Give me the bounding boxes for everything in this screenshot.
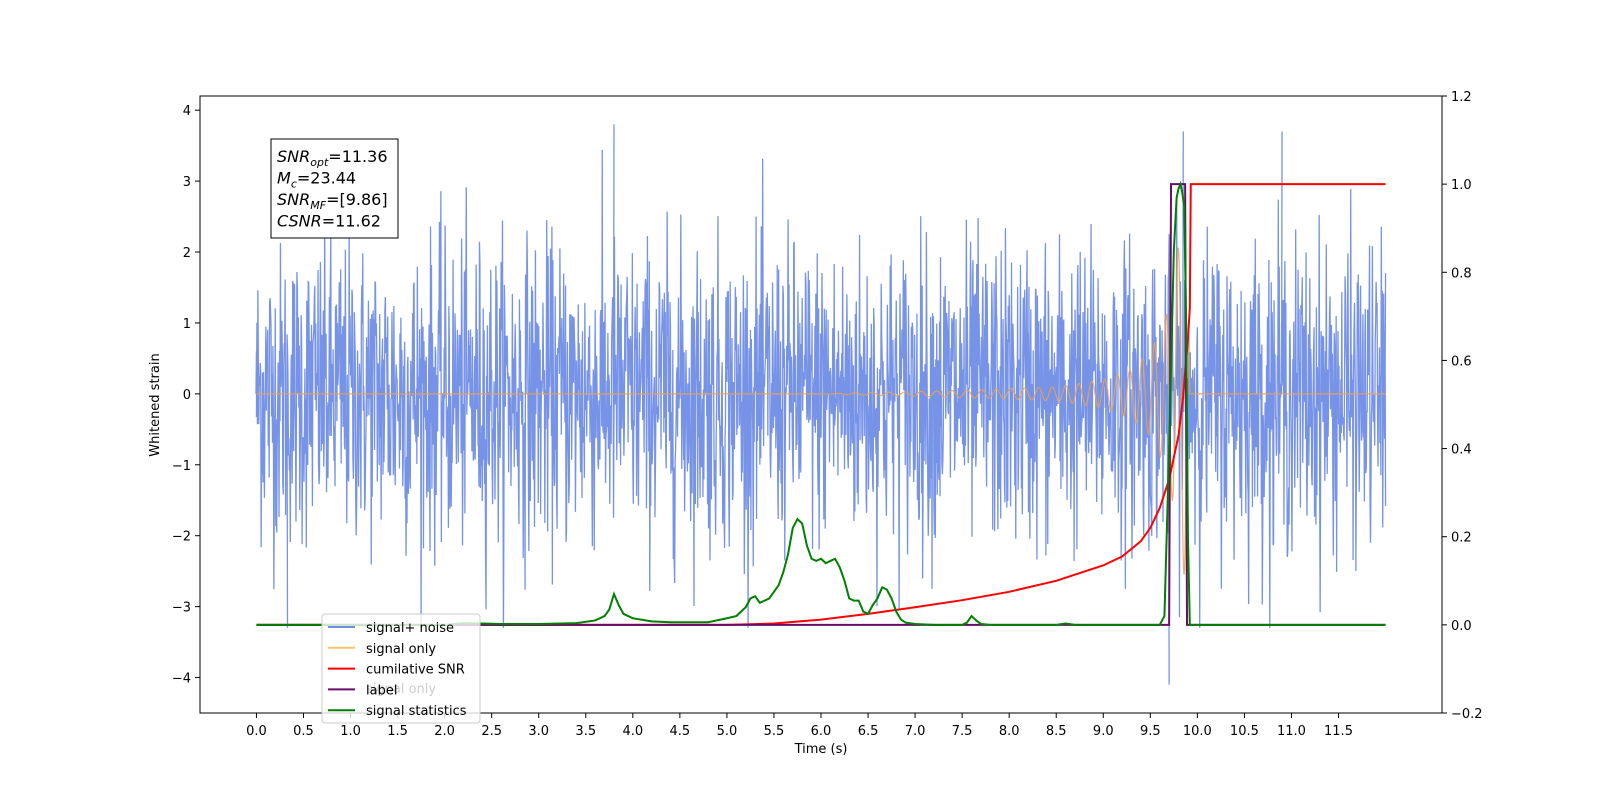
y-left-tick-label: 0 [183,388,191,403]
legend-entry-label: label [366,683,397,698]
x-tick-label: 7.0 [905,724,926,739]
legend-entry-label: signal only [366,642,436,657]
legend-frame [321,613,481,724]
x-tick-label: 0.0 [246,724,267,739]
x-axis-label: Time (s) [794,742,848,757]
x-tick-label: 7.5 [952,724,973,739]
y-left-tick-label: −1 [172,459,191,474]
y-left-tick-label: 1 [183,317,191,332]
x-tick-label: 2.0 [434,724,455,739]
y-left-tick-label: 3 [183,175,191,190]
x-axis: 0.0 0.5 1.0 1.5 2.0 2.5 3.0 3.5 4.0 4.5 5.0 5.5 6.0 6… [246,713,1353,739]
x-tick-label: 6.5 [858,724,879,739]
annotation-value: =11.36 [328,147,387,166]
y-left-tick-label: 2 [183,246,191,261]
y-right-tick-label: −0.2 [1451,707,1483,722]
y-right-tick-label: 0.6 [1451,354,1472,369]
x-tick-label: 10.5 [1230,724,1259,739]
annotation-value: =11.62 [322,212,381,231]
plot-area [255,124,1387,685]
annotation-subscript: c [291,178,297,191]
x-tick-label: 5.0 [717,724,738,739]
x-tick-label: 1.5 [387,724,408,739]
x-tick-label: 2.5 [481,724,502,739]
annotation-subscript: MF [310,199,326,212]
series-signal-plus-noise [255,124,1387,685]
annotation-subscript: opt [310,156,329,169]
x-tick-label: 1.0 [340,724,361,739]
y-axis-right: 1.2 1.0 0.8 0.6 0.4 0.2 0.0 −0.2 [1442,90,1483,722]
annotation-line: Mc=23.44 [277,169,356,191]
y-right-tick-label: 1.0 [1451,178,1472,193]
y-left-tick-label: 4 [183,104,191,119]
legend: signal only signal+ noise signal only cumil… [321,613,481,724]
annotation-symbol: CSNR [277,212,322,231]
y-right-tick-label: 0.4 [1451,443,1472,458]
y-right-tick-label: 0.8 [1451,266,1472,281]
legend-entry-label: signal statistics [366,704,467,719]
annotation-frame [270,138,399,239]
y-right-tick-label: 0.0 [1451,619,1472,634]
x-tick-label: 6.0 [811,724,832,739]
x-tick-label: 5.5 [764,724,785,739]
annotation-symbol: M [277,169,291,188]
legend-entry-label: signal+ noise [366,621,454,636]
y-axis-left: 4 3 2 1 0 −1 −2 −3 −4 [172,104,200,687]
annotation-line: SNRMF=[9.86] [277,190,388,212]
x-tick-label: 0.5 [293,724,314,739]
x-tick-label: 4.5 [670,724,691,739]
metrics-annotation-box: SNRopt=11.36Mc=23.44SNRMF=[9.86]CSNR=11.… [270,138,399,239]
x-tick-label: 11.5 [1324,724,1353,739]
x-tick-label: 8.0 [999,724,1020,739]
series-signal-statistics [256,180,1386,626]
y-left-tick-label: −2 [172,530,191,545]
x-tick-label: 3.5 [575,724,596,739]
y-axis-label: Whitened strain [148,353,163,456]
annotation-value: =[9.86] [326,190,388,209]
annotation-value: =23.44 [297,169,356,188]
x-tick-label: 8.5 [1046,724,1067,739]
x-tick-label: 3.0 [528,724,549,739]
y-left-tick-label: −4 [172,672,191,687]
y-left-tick-label: −3 [172,601,191,616]
annotation-line: SNRopt=11.36 [277,147,388,169]
y-right-tick-label: 0.2 [1451,531,1472,546]
legend-entry-label: cumilative SNR [366,663,465,678]
x-tick-label: 9.5 [1140,724,1161,739]
y-right-tick-label: 1.2 [1451,90,1472,105]
x-tick-label: 10.0 [1183,724,1212,739]
x-tick-label: 4.0 [622,724,643,739]
x-tick-label: 11.0 [1277,724,1306,739]
legend-faded-text: signal only [366,682,436,697]
series-signal-only [256,247,1386,575]
x-tick-label: 9.0 [1093,724,1114,739]
annotation-symbol: SNR [277,147,310,166]
annotation-symbol: SNR [277,190,310,209]
annotation-line: CSNR=11.62 [277,212,381,231]
